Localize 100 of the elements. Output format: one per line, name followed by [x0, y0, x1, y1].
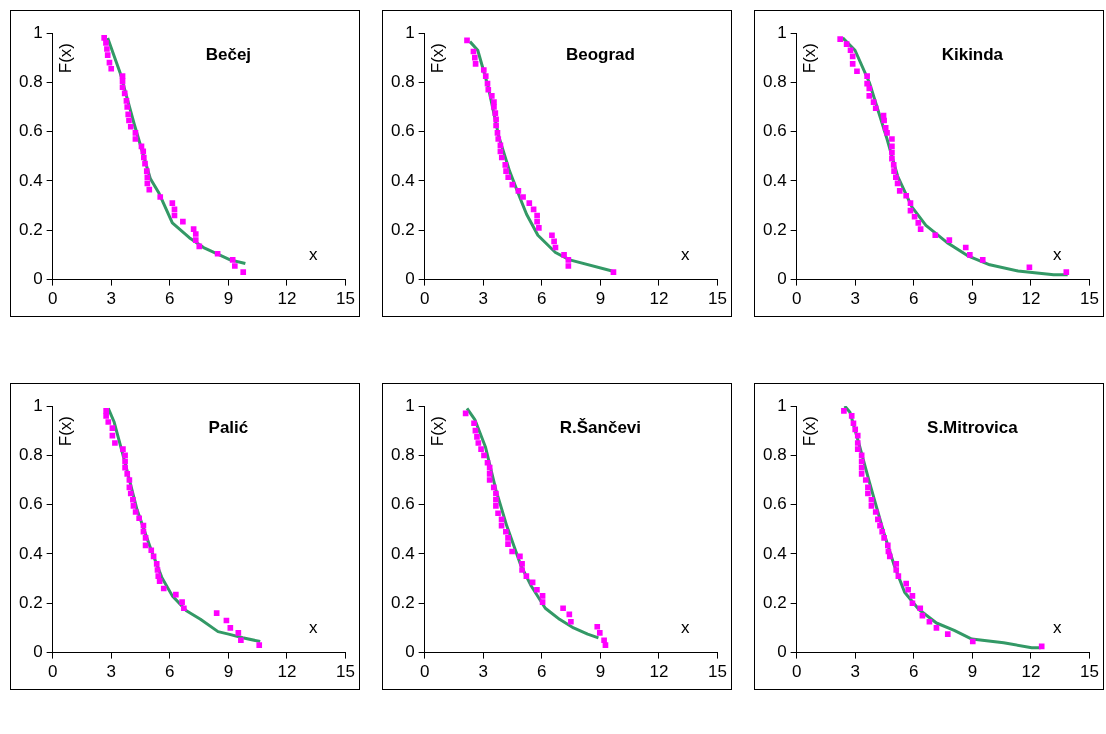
y-tick-label: 0: [33, 269, 43, 289]
point: [121, 90, 128, 97]
point: [112, 440, 118, 446]
point: [843, 41, 850, 47]
point: [132, 130, 139, 136]
y-tick-label: 1: [777, 22, 787, 42]
point: [565, 257, 572, 263]
point: [169, 200, 176, 206]
x-axis-title: x: [1053, 245, 1063, 265]
point: [944, 631, 951, 637]
point: [101, 35, 108, 41]
point: [130, 503, 137, 509]
point: [917, 605, 924, 612]
point: [551, 238, 557, 245]
x-tick-label: 3: [106, 289, 116, 309]
point: [103, 408, 109, 414]
point: [472, 61, 479, 67]
point: [529, 579, 536, 586]
point: [932, 232, 939, 239]
point: [122, 458, 128, 465]
point: [879, 528, 885, 535]
point: [505, 535, 511, 541]
point: [155, 573, 162, 579]
point: [108, 65, 115, 72]
x-tick-label: 6: [165, 662, 175, 682]
point: [140, 148, 147, 155]
point: [493, 496, 499, 503]
point: [493, 122, 499, 129]
point: [889, 143, 895, 150]
x-tick-label: 6: [909, 662, 919, 682]
y-tick-label: 0.4: [390, 543, 415, 563]
point: [126, 117, 132, 124]
point: [503, 168, 509, 174]
point: [192, 231, 199, 237]
point: [493, 503, 499, 509]
y-tick-label: 0: [405, 642, 415, 662]
point: [903, 580, 910, 587]
point: [519, 561, 525, 567]
y-axis-title: F(x): [800, 43, 820, 74]
y-tick-label: 0.8: [390, 445, 415, 465]
point: [196, 243, 203, 250]
point: [852, 426, 859, 433]
point: [119, 84, 126, 91]
point: [485, 86, 492, 93]
point: [536, 224, 542, 231]
point: [495, 510, 501, 517]
y-tick-label: 0: [777, 269, 787, 289]
point: [122, 452, 128, 459]
point: [854, 68, 860, 75]
point: [471, 54, 478, 61]
text: R.Šančevi: [559, 417, 642, 437]
point: [610, 269, 617, 276]
point: [478, 446, 484, 452]
x-tick-label: 15: [1080, 289, 1100, 309]
x-tick-label: 9: [967, 289, 978, 309]
point: [870, 99, 877, 105]
point: [903, 192, 910, 199]
y-tick-label: 0.6: [762, 494, 787, 514]
point: [882, 125, 889, 131]
point: [881, 117, 887, 124]
x-tick-label: 0: [419, 662, 430, 682]
point: [480, 67, 487, 73]
x-tick-label: 15: [336, 289, 356, 309]
point: [865, 484, 871, 491]
x-tick-label: 12: [1021, 289, 1041, 309]
point: [933, 625, 940, 631]
y-tick-label: 1: [405, 22, 415, 42]
point: [492, 110, 499, 116]
point: [123, 97, 130, 104]
point: [967, 252, 973, 258]
point: [464, 37, 470, 44]
point: [192, 237, 199, 243]
point: [235, 630, 242, 636]
x-tick-label: 15: [336, 662, 356, 682]
x-axis-title: x: [681, 245, 691, 265]
point: [893, 561, 900, 567]
point: [180, 218, 186, 225]
x-tick-label: 0: [47, 662, 58, 682]
point: [858, 470, 865, 477]
point: [539, 593, 546, 599]
point: [179, 599, 185, 605]
point: [909, 600, 916, 607]
point: [104, 46, 110, 52]
x-tick-label: 6: [537, 662, 547, 682]
point: [889, 136, 895, 142]
point: [103, 413, 109, 419]
point: [517, 553, 523, 560]
point: [474, 434, 480, 440]
point: [505, 541, 511, 547]
point: [979, 257, 986, 263]
y-tick-label: 0.8: [390, 72, 415, 92]
point: [850, 420, 857, 427]
x-tick-label: 12: [277, 289, 297, 309]
y-tick-label: 0.6: [390, 121, 415, 141]
point: [886, 553, 893, 560]
point: [885, 542, 891, 549]
text: Bečej: [205, 44, 252, 64]
point: [173, 591, 179, 598]
point: [896, 188, 903, 194]
point: [481, 452, 487, 459]
